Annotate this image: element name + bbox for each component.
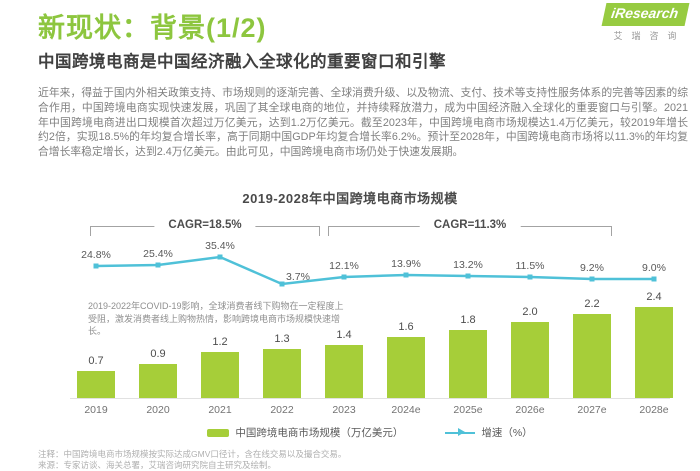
iresearch-logo-box: iResearch — [601, 3, 689, 26]
bar-2023 — [325, 345, 363, 398]
page-title: 新现状：背景(1/2) — [38, 13, 267, 43]
x-axis-label: 2021 — [208, 404, 232, 416]
bar-2025e — [449, 330, 487, 398]
bar-2026e — [511, 322, 549, 398]
footnote: 注释：中国跨境电商市场规模按实际达成GMV口径计，含在线交易以及撮合交易。 来源… — [38, 449, 678, 471]
x-axis-label: 2028e — [639, 404, 669, 416]
x-axis-label: 2023 — [332, 404, 356, 416]
cagr-bracket-right: CAGR=11.3% — [328, 219, 612, 236]
legend-item-line: 增速（%） — [445, 425, 533, 440]
growth-line-chart — [93, 254, 657, 287]
growth-rate-label: 12.1% — [329, 260, 359, 272]
body-paragraph: 近年来，得益于国内外相关政策支持、市场规则的逐渐完善、全球消费升级、以及物流、支… — [38, 87, 688, 159]
x-axis-line — [70, 398, 670, 399]
bar-value-label: 2.2 — [584, 298, 600, 310]
bar-value-label: 0.9 — [150, 348, 166, 360]
cagr-left-label: CAGR=18.5% — [154, 219, 256, 231]
x-axis-label: 2020 — [146, 404, 170, 416]
line-arrow-icon — [445, 428, 476, 437]
bar-2028e — [635, 307, 673, 398]
bar-value-label: 1.6 — [398, 321, 414, 333]
x-axis-label: 2026e — [515, 404, 545, 416]
x-axis-label: 2024e — [391, 404, 421, 416]
bar-2027e — [573, 314, 611, 398]
growth-rate-label: 24.8% — [81, 249, 111, 261]
growth-rate-label: 25.4% — [143, 248, 173, 260]
bar-value-label: 1.4 — [336, 329, 352, 341]
iresearch-logo-text: iResearch — [609, 5, 679, 21]
growth-rate-label: 13.9% — [391, 258, 421, 270]
cagr-bracket-left: CAGR=18.5% — [90, 219, 320, 236]
bar-2022 — [263, 349, 301, 398]
growth-rate-label: 13.2% — [453, 259, 483, 271]
legend-bar-label: 中国跨境电商市场规模（万亿美元） — [235, 427, 404, 439]
legend-item-bar: 中国跨境电商市场规模（万亿美元） — [207, 425, 403, 440]
legend-line-label: 增速（%） — [481, 427, 533, 439]
x-axis-label: 2027e — [577, 404, 607, 416]
cagr-right-label: CAGR=11.3% — [419, 219, 521, 231]
bar-value-label: 2.0 — [522, 306, 538, 318]
bar-2020 — [139, 364, 177, 398]
bar-value-label: 1.3 — [274, 333, 290, 345]
bar-value-label: 1.2 — [212, 336, 228, 348]
bar-value-label: 0.7 — [88, 355, 104, 367]
bar-2021 — [201, 352, 239, 398]
growth-rate-label: 3.7% — [286, 271, 310, 283]
x-axis-label: 2019 — [84, 404, 108, 416]
bar-value-label: 2.4 — [646, 291, 662, 303]
growth-rate-label: 35.4% — [205, 240, 235, 252]
x-axis-label: 2025e — [453, 404, 483, 416]
footnote-line2: 来源：专家访谈、海关总署，艾瑞咨询研究院自主研究及绘制。 — [38, 460, 277, 470]
chart-title: 2019-2028年中国跨境电商市场规模 — [242, 191, 458, 206]
x-axis-label: 2022 — [270, 404, 294, 416]
bar-swatch-icon — [207, 428, 230, 437]
footnote-line1: 注释：中国跨境电商市场规模按实际达成GMV口径计，含在线交易以及撮合交易。 — [38, 449, 347, 459]
growth-rate-label: 11.5% — [515, 260, 545, 272]
bar-2024e — [387, 337, 425, 398]
chart-area: CAGR=18.5% CAGR=11.3% 2019-2022年COVID-19… — [70, 212, 673, 470]
iresearch-logo: iResearch 艾瑞咨询 — [601, 3, 689, 42]
section-subtitle: 中国跨境电商是中国经济融入全球化的重要窗口和引擎 — [38, 53, 446, 71]
growth-rate-label: 9.0% — [642, 262, 666, 274]
iresearch-logo-cn: 艾瑞咨询 — [613, 31, 686, 41]
chart-legend: 中国跨境电商市场规模（万亿美元） 增速（%） — [70, 425, 670, 440]
covid-annotation: 2019-2022年COVID-19影响，全球消费者线下购物在一定程度上受阻，激… — [88, 301, 344, 336]
bar-2019 — [77, 371, 115, 398]
growth-rate-label: 9.2% — [580, 262, 604, 274]
bar-value-label: 1.8 — [460, 314, 476, 326]
